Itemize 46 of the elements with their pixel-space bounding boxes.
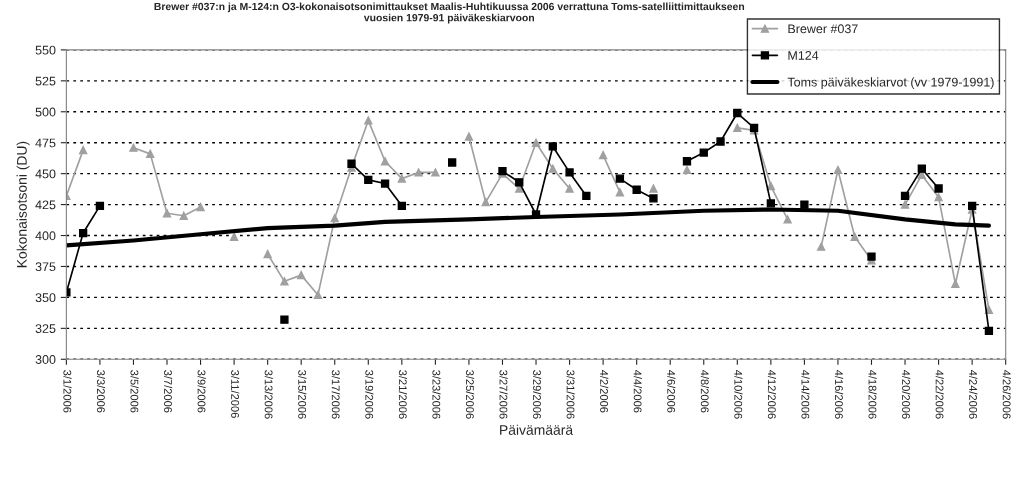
x-tick-label: 3/15/2006 bbox=[298, 370, 307, 419]
x-tick-label: 3/21/2006 bbox=[398, 370, 408, 419]
x-tick-label: 3/25/2006 bbox=[465, 370, 475, 419]
x-tick-label: 3/31/2006 bbox=[566, 370, 575, 419]
legend-label: M124 bbox=[788, 51, 819, 60]
x-tick-label: 3/23/2006 bbox=[432, 370, 441, 419]
x-tick-label: 3/5/2006 bbox=[130, 370, 139, 413]
x-tick-label: 3/13/2006 bbox=[264, 370, 273, 419]
x-tick-label: 4/14/2006 bbox=[801, 369, 810, 419]
y-tick-label: 400 bbox=[35, 231, 56, 241]
legend-label: Brewer #037 bbox=[788, 24, 858, 34]
x-tick-label: 3/17/2006 bbox=[331, 370, 340, 419]
y-tick-label: 475 bbox=[35, 138, 56, 148]
x-tick-label: 4/4/2006 bbox=[633, 369, 642, 413]
x-tick-label: 3/7/2006 bbox=[164, 370, 173, 413]
x-axis-title: Päivämäärä bbox=[500, 424, 574, 435]
x-tick-label: 4/26/2006 bbox=[1002, 369, 1011, 419]
x-tick-label: 3/27/2006 bbox=[499, 370, 508, 419]
x-tick-label: 4/2/2006 bbox=[600, 369, 609, 413]
y-tick-label: 300 bbox=[35, 355, 56, 364]
x-tick-label: 3/9/2006 bbox=[197, 370, 206, 413]
x-tick-label: 4/24/2006 bbox=[969, 369, 978, 419]
y-tick-label: 375 bbox=[35, 262, 56, 272]
x-tick-label: 3/3/2006 bbox=[96, 370, 106, 413]
x-tick-label: 4/8/2006 bbox=[700, 369, 709, 413]
x-tick-label: 4/18/2006 bbox=[868, 369, 877, 419]
x-tick-label: 4/12/2006 bbox=[767, 369, 777, 419]
x-tick-label: 4/16/2006 bbox=[834, 369, 844, 419]
x-tick-label: 3/1/2006 bbox=[63, 370, 72, 413]
x-tick-label: 4/20/2006 bbox=[902, 369, 911, 419]
x-tick-label: 4/6/2006 bbox=[667, 369, 676, 413]
y-tick-label: 350 bbox=[35, 293, 56, 303]
x-tick-label: 4/10/2006 bbox=[734, 369, 743, 419]
legend-label: Toms päiväkeskiarvot (vv 1979-1991) bbox=[787, 77, 994, 89]
chart-title: Brewer #037:n ja M-124:n O3-kokonaisotsonimittaukset Maalis-Huhtikuussa 2006 verrattuna Toms-satelliittimittaukseen vuosien 1979-91 päiväkeskiarvoon bbox=[154, 2, 745, 24]
y-tick-label: 550 bbox=[35, 45, 56, 55]
x-tick-label: 4/22/2006 bbox=[935, 369, 944, 419]
y-tick-label: 325 bbox=[35, 324, 56, 333]
y-tick-label: 450 bbox=[35, 169, 56, 179]
x-tick-label: 3/29/2006 bbox=[533, 370, 542, 419]
y-tick-label: 425 bbox=[35, 200, 56, 210]
y-tick-label: 500 bbox=[35, 107, 56, 117]
x-tick-label: 3/19/2006 bbox=[365, 370, 374, 419]
x-tick-label: 3/11/2006 bbox=[231, 370, 240, 418]
y-tick-label: 525 bbox=[35, 76, 56, 86]
y-axis-title: Kokonaisotsoni (DU) bbox=[16, 141, 30, 268]
